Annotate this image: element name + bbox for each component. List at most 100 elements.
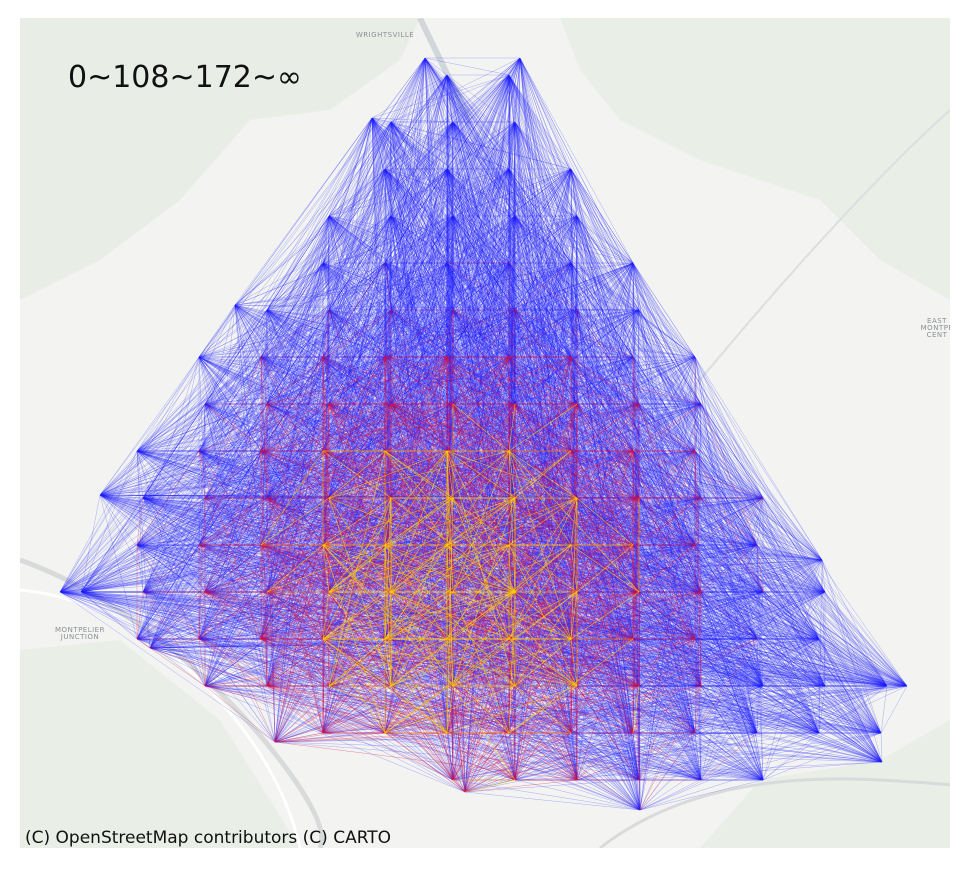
network-edge — [234, 304, 758, 546]
network-edge — [328, 121, 392, 311]
network-edge — [198, 57, 426, 358]
network-edge — [424, 57, 448, 546]
network-edge — [384, 168, 448, 358]
network-edge — [234, 304, 634, 640]
network-edge — [384, 262, 883, 763]
network-edge — [149, 450, 324, 649]
network-edge — [198, 309, 330, 358]
network-edge — [446, 74, 572, 358]
network-edge — [390, 121, 908, 687]
network-edge — [142, 74, 510, 499]
network-edge — [274, 309, 640, 743]
network-edge — [508, 262, 702, 687]
network-edge — [59, 544, 448, 593]
network-edge — [371, 117, 516, 405]
network-edge — [99, 494, 206, 687]
network-edge — [266, 74, 448, 311]
network-edge — [632, 262, 883, 763]
network-edge — [514, 121, 634, 264]
network-edge — [570, 168, 702, 499]
network-edge — [198, 57, 426, 452]
network-edge — [452, 74, 510, 311]
network-edge — [639, 732, 820, 811]
network-edge — [424, 57, 634, 358]
network-edge — [446, 168, 572, 264]
network-edge — [59, 262, 634, 593]
network-edge — [424, 57, 883, 763]
network-edge — [694, 732, 883, 763]
network-edge — [570, 168, 696, 452]
place-label: JUNCTION — [60, 633, 99, 641]
network-edge — [638, 403, 823, 561]
network-edge — [99, 494, 276, 743]
network-edge — [149, 356, 386, 649]
network-edge — [446, 74, 578, 405]
network-edge — [234, 121, 454, 306]
network-edge — [446, 168, 510, 264]
network-edge — [570, 638, 908, 687]
network-edge — [266, 117, 373, 311]
network-edge — [446, 168, 516, 217]
network-edge — [632, 262, 640, 311]
network-edge — [136, 121, 516, 452]
network-edge — [328, 168, 386, 217]
green-area — [20, 640, 300, 848]
network-edge — [59, 356, 200, 593]
network-edge — [446, 685, 908, 734]
network-edge — [390, 168, 510, 311]
network-edge — [452, 121, 696, 358]
network-edge — [508, 168, 634, 264]
network-edge — [446, 57, 521, 452]
network-edge — [452, 168, 572, 217]
network-edge — [59, 591, 324, 734]
network-edge — [371, 117, 392, 499]
network-edge — [149, 450, 634, 649]
network-edge — [322, 121, 454, 358]
network-edge — [149, 647, 516, 781]
network-edge — [576, 591, 908, 687]
network-edge — [371, 117, 392, 311]
network-edge — [260, 262, 510, 358]
network-edge — [452, 121, 634, 358]
network-edge — [371, 117, 823, 561]
network-edge — [632, 544, 823, 561]
network-edge — [446, 74, 823, 561]
network-edge — [446, 215, 578, 264]
network-edge — [424, 57, 702, 687]
network-edge — [149, 215, 392, 649]
network-edge — [322, 215, 578, 264]
network-edge — [452, 121, 641, 811]
network-edge — [274, 732, 634, 743]
network-edge — [142, 591, 151, 649]
network-edge — [266, 215, 330, 311]
network-edge — [452, 168, 510, 217]
network-edge — [514, 215, 696, 358]
network-edge — [514, 121, 758, 546]
network-edge — [328, 57, 521, 311]
network-edge — [639, 638, 820, 811]
network-edge — [322, 215, 454, 264]
network-edge — [384, 215, 392, 264]
network-edge — [508, 168, 696, 452]
network-edge — [818, 732, 883, 763]
network-edge — [328, 121, 516, 217]
network-edge — [446, 168, 578, 217]
network-edge — [570, 168, 826, 687]
network-edge — [390, 168, 510, 405]
network-edge — [99, 262, 634, 496]
network-edge — [99, 494, 764, 499]
network-edge — [514, 121, 572, 358]
network-edge — [198, 304, 236, 358]
network-edge — [142, 559, 823, 593]
network-edge — [519, 57, 764, 781]
network-edge — [204, 304, 236, 593]
network-edge — [80, 591, 641, 811]
network-edge — [390, 121, 454, 311]
network-edge — [371, 74, 510, 119]
network-edge — [274, 685, 888, 743]
network-edge — [234, 304, 392, 311]
network-edge — [390, 74, 510, 405]
network-edge — [446, 121, 516, 170]
network-edge — [424, 57, 764, 687]
network-edge — [390, 121, 572, 264]
